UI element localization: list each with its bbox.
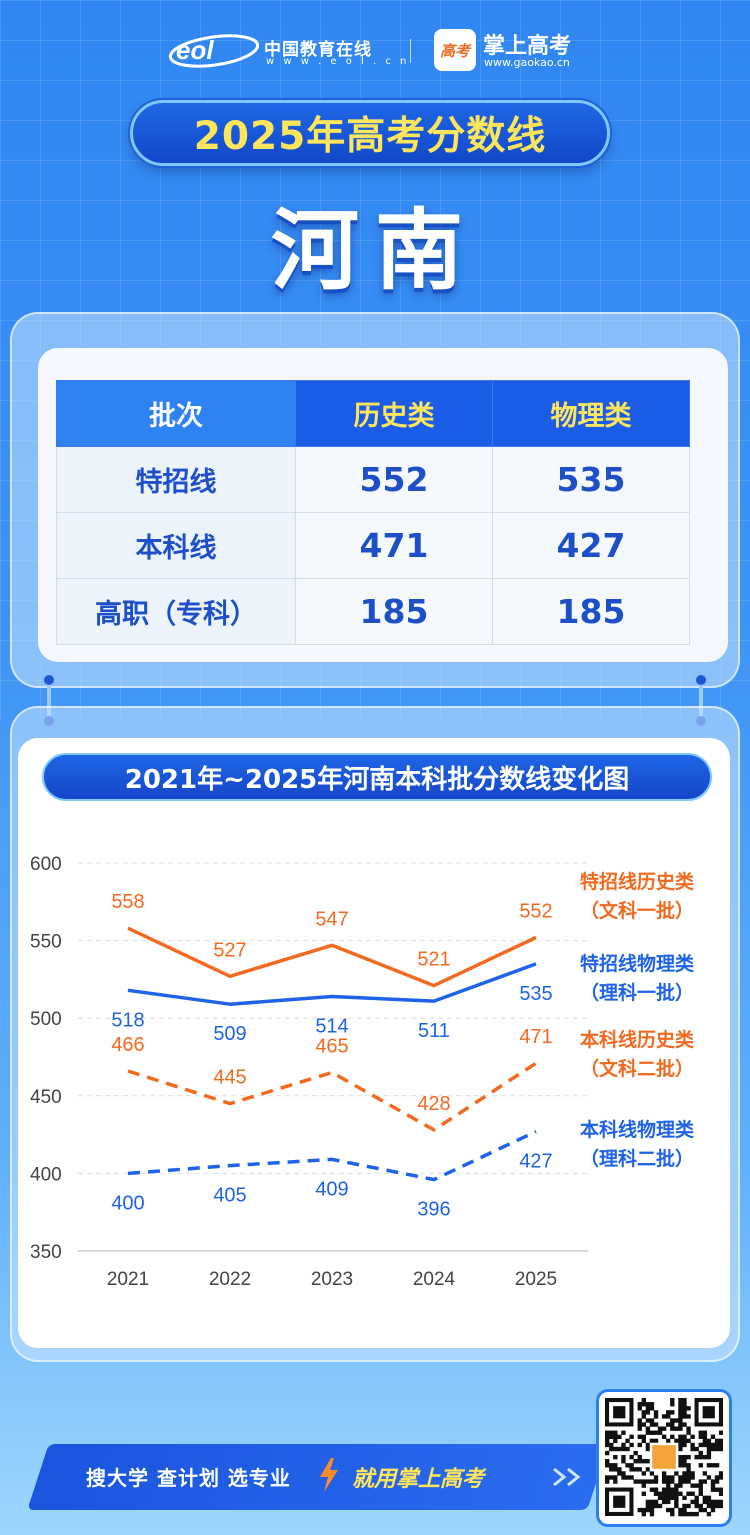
y-tick-label: 350 — [30, 1242, 62, 1263]
x-tick-label: 2024 — [413, 1269, 456, 1290]
line-chart: 350 400 450 500 550 600 2021 2022 2023 2024 2025 55… — [30, 854, 694, 1290]
data-label: 552 — [519, 900, 552, 922]
table-row: 特招线 552 535 — [56, 446, 690, 513]
row-label: 本科线 — [56, 512, 296, 579]
chart-title: 2021年~2025年河南本科批分数线变化图 — [42, 753, 712, 801]
data-label: 514 — [315, 1015, 348, 1037]
score-cell: 185 — [492, 578, 690, 645]
score-cell: 535 — [492, 446, 690, 513]
gaokao-url: www.gaokao.cn — [484, 56, 570, 69]
title-banner: 2025年高考分数线 — [130, 100, 610, 166]
x-tick-label: 2025 — [515, 1269, 557, 1290]
svg-text:eol: eol — [176, 35, 214, 65]
data-label: 535 — [519, 983, 552, 1005]
score-cell: 427 — [492, 512, 690, 579]
series-line — [127, 1129, 537, 1182]
x-tick-label: 2023 — [311, 1269, 353, 1290]
data-label: 471 — [519, 1026, 552, 1048]
series-line — [127, 962, 537, 1006]
gaokao-logo-icon: 高考 — [434, 29, 476, 71]
data-label: 511 — [418, 1020, 450, 1042]
legend-label: （理科一批） — [580, 981, 694, 1004]
series-line — [127, 926, 537, 988]
double-chevron-icon — [553, 1467, 581, 1487]
brand-header: eol 中国教育在线 w w w . e o l . c n 高考 掌上高考 w… — [0, 25, 750, 75]
card-connector-left — [47, 680, 51, 720]
data-label: 466 — [111, 1034, 144, 1056]
header-batch: 批次 — [56, 380, 296, 447]
data-label: 396 — [417, 1199, 450, 1221]
data-label: 400 — [111, 1192, 144, 1214]
legend-label: 特招线物理类 — [580, 952, 694, 975]
province-name: 河南 — [270, 199, 479, 302]
y-tick-label: 500 — [30, 1009, 62, 1030]
score-cell: 552 — [295, 446, 493, 513]
y-tick-label: 600 — [30, 854, 62, 875]
qr-code-icon[interactable] — [605, 1398, 723, 1518]
eol-logo-icon: eol — [168, 34, 260, 68]
header-divider — [410, 39, 411, 63]
score-cell: 471 — [295, 512, 493, 579]
eol-brand-name: 中国教育在线 — [264, 40, 372, 60]
footer-slogan: 搜大学 查计划 选专业 — [86, 1466, 291, 1490]
data-label: 518 — [111, 1009, 144, 1031]
y-tick-label: 400 — [30, 1164, 62, 1185]
data-label: 521 — [417, 949, 450, 971]
connector-dot — [696, 675, 706, 685]
data-label: 409 — [315, 1178, 348, 1200]
legend-label: 特招线历史类 — [580, 870, 694, 893]
footer-cta: 就用掌上高考 — [352, 1467, 485, 1492]
legend-label: （文科二批） — [580, 1057, 694, 1080]
eol-url: w w w . e o l . c n — [266, 56, 410, 67]
legend-label: 本科线物理类 — [580, 1118, 694, 1141]
data-label: 465 — [315, 1036, 348, 1058]
y-tick-label: 550 — [30, 932, 62, 953]
y-tick-label: 450 — [30, 1087, 62, 1108]
row-label: 高职（专科） — [56, 578, 296, 645]
data-label: 428 — [417, 1093, 450, 1115]
connector-dot — [44, 675, 54, 685]
data-label: 445 — [213, 1067, 246, 1089]
data-label: 527 — [213, 939, 246, 961]
header-physics: 物理类 — [492, 380, 690, 447]
chart-card — [18, 738, 730, 1348]
page-title: 2025年高考分数线 — [193, 114, 547, 159]
card-connector-right — [699, 680, 703, 720]
table-row: 高职（专科） 185 185 — [56, 578, 690, 645]
score-cell: 185 — [295, 578, 493, 645]
legend-label: （理科二批） — [580, 1147, 694, 1170]
row-label: 特招线 — [56, 446, 296, 513]
header-history: 历史类 — [295, 380, 493, 447]
series-line — [127, 1061, 537, 1132]
score-table: 批次 历史类 物理类 特招线 552 535 本科线 471 427 高职（专科… — [56, 380, 690, 645]
data-label: 558 — [111, 891, 144, 913]
data-label: 405 — [213, 1185, 246, 1207]
legend-label: （文科一批） — [580, 899, 694, 922]
table-row: 本科线 471 427 — [56, 512, 690, 579]
x-tick-label: 2022 — [209, 1269, 251, 1290]
lightning-icon — [320, 1458, 338, 1492]
x-tick-label: 2021 — [107, 1269, 149, 1290]
data-label: 427 — [519, 1150, 552, 1172]
data-label: 547 — [315, 908, 348, 930]
gaokao-brand-name: 掌上高考 — [483, 34, 572, 59]
data-label: 509 — [213, 1023, 246, 1045]
legend-label: 本科线历史类 — [580, 1028, 694, 1051]
table-header-row: 批次 历史类 物理类 — [56, 380, 690, 447]
